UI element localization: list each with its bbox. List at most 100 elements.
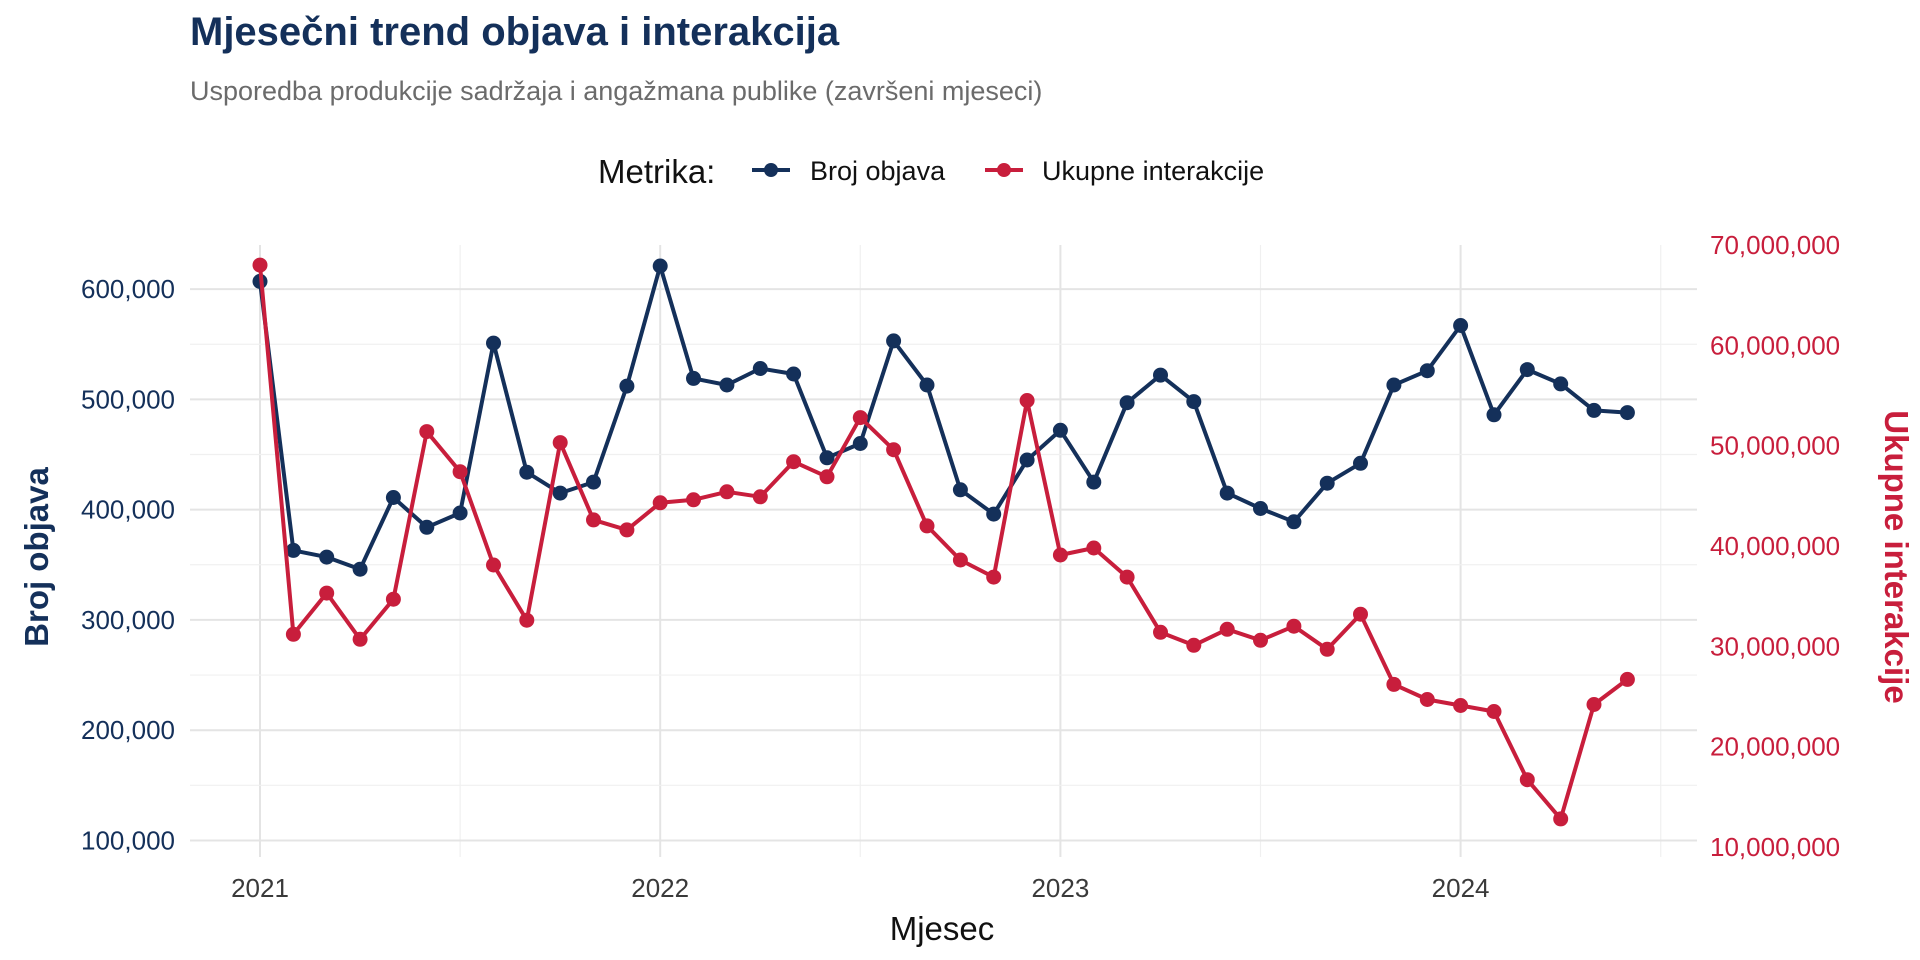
data-point-ukupne-interakcije	[252, 257, 268, 273]
data-point-broj-objava	[1253, 501, 1268, 516]
legend-label-broj-objava: Broj objava	[810, 156, 946, 186]
data-point-ukupne-interakcije	[1119, 569, 1135, 585]
data-point-broj-objava	[819, 450, 835, 466]
data-point-ukupne-interakcije	[952, 552, 968, 568]
data-point-ukupne-interakcije	[852, 410, 868, 426]
x-tick-label: 2022	[631, 873, 689, 903]
y-right-tick-label: 70,000,000	[1710, 230, 1840, 260]
data-point-ukupne-interakcije	[1619, 671, 1635, 687]
data-point-ukupne-interakcije	[1453, 698, 1469, 713]
data-point-broj-objava	[1486, 407, 1502, 423]
legend-marker-broj-objava	[764, 163, 778, 177]
data-point-broj-objava	[1619, 405, 1635, 421]
data-point-broj-objava	[1186, 394, 1202, 410]
y-axis-right-title: Ukupne interakcije	[1878, 410, 1915, 703]
chart-title: Mjesečni trend objava i interakcija	[190, 10, 840, 54]
series-layer	[252, 257, 1635, 827]
data-point-broj-objava	[1119, 395, 1135, 411]
data-point-ukupne-interakcije	[1586, 697, 1602, 712]
data-point-broj-objava	[586, 474, 601, 490]
data-point-ukupne-interakcije	[552, 435, 568, 451]
data-point-broj-objava	[686, 370, 701, 386]
data-point-ukupne-interakcije	[586, 512, 601, 528]
data-point-broj-objava	[1353, 455, 1368, 471]
y-left-tick-label: 500,000	[81, 384, 175, 414]
x-tick-label: 2023	[1031, 873, 1089, 903]
data-point-ukupne-interakcije	[1019, 393, 1035, 408]
data-point-broj-objava	[986, 506, 1002, 522]
data-point-broj-objava	[952, 482, 968, 498]
data-point-ukupne-interakcije	[619, 522, 635, 538]
data-point-broj-objava	[352, 561, 368, 577]
data-point-ukupne-interakcije	[986, 569, 1002, 585]
data-point-ukupne-interakcije	[1086, 540, 1102, 556]
data-point-broj-objava	[285, 542, 301, 558]
data-point-ukupne-interakcije	[1386, 676, 1402, 692]
data-point-broj-objava	[719, 377, 735, 393]
data-point-ukupne-interakcije	[686, 492, 701, 508]
data-point-ukupne-interakcije	[1186, 637, 1202, 653]
y-axis-left-title: Broj objava	[18, 467, 55, 647]
data-point-broj-objava	[1153, 367, 1168, 383]
data-point-ukupne-interakcije	[786, 454, 802, 470]
y-right-tick-label: 60,000,000	[1710, 330, 1840, 360]
data-point-broj-objava	[1052, 422, 1068, 438]
data-point-ukupne-interakcije	[1052, 547, 1068, 563]
data-point-ukupne-interakcije	[385, 591, 401, 607]
data-point-ukupne-interakcije	[919, 518, 935, 534]
data-point-broj-objava	[1519, 362, 1535, 378]
data-point-broj-objava	[1386, 377, 1402, 393]
data-point-broj-objava	[852, 436, 868, 451]
legend: Metrika: Broj objava Ukupne interakcije	[598, 153, 1264, 190]
data-point-ukupne-interakcije	[519, 612, 535, 628]
data-point-broj-objava	[1319, 475, 1335, 491]
x-tick-label: 2021	[231, 873, 289, 903]
axes: 100,000 200,000 300,000 400,000 500,000 600,0…	[81, 230, 1840, 903]
data-point-broj-objava	[652, 258, 668, 274]
data-point-broj-objava	[385, 490, 401, 505]
data-point-ukupne-interakcije	[1553, 811, 1569, 827]
data-point-broj-objava	[752, 361, 768, 376]
data-point-ukupne-interakcije	[1253, 632, 1268, 648]
data-point-ukupne-interakcije	[1519, 772, 1535, 788]
data-point-broj-objava	[519, 464, 535, 480]
data-point-broj-objava	[419, 519, 435, 535]
y-left-tick-label: 300,000	[81, 605, 175, 635]
data-point-ukupne-interakcije	[1219, 621, 1235, 637]
data-point-broj-objava	[319, 549, 335, 565]
legend-label-ukupne-interakcije: Ukupne interakcije	[1042, 156, 1264, 186]
y-right-tick-label: 30,000,000	[1710, 631, 1840, 661]
grid	[190, 245, 1697, 857]
data-point-ukupne-interakcije	[285, 626, 301, 642]
data-point-broj-objava	[886, 333, 902, 349]
x-tick-label: 2024	[1432, 873, 1490, 903]
data-point-ukupne-interakcije	[886, 442, 902, 458]
y-left-tick-label: 400,000	[81, 495, 175, 525]
legend-marker-ukupne-interakcije	[997, 163, 1011, 177]
data-point-broj-objava	[552, 485, 568, 501]
data-point-broj-objava	[1453, 318, 1469, 333]
data-point-ukupne-interakcije	[652, 495, 668, 511]
data-point-broj-objava	[1086, 474, 1102, 490]
data-point-broj-objava	[486, 335, 501, 351]
data-point-broj-objava	[1586, 402, 1602, 418]
data-point-ukupne-interakcije	[452, 464, 468, 480]
data-point-ukupne-interakcije	[486, 557, 501, 573]
series-line-broj-objava	[258, 264, 1628, 572]
data-point-broj-objava	[1419, 363, 1435, 379]
data-point-broj-objava	[1286, 514, 1302, 530]
series-line-ukupne-interakcije	[258, 264, 1629, 821]
data-point-ukupne-interakcije	[352, 631, 368, 647]
data-point-ukupne-interakcije	[719, 484, 735, 500]
data-point-ukupne-interakcije	[1486, 704, 1502, 719]
data-point-ukupne-interakcije	[319, 585, 335, 601]
chart-subtitle: Usporedba produkcije sadržaja i angažman…	[190, 76, 1043, 106]
data-point-broj-objava	[452, 505, 468, 521]
data-point-broj-objava	[919, 377, 935, 393]
data-point-ukupne-interakcije	[752, 489, 768, 505]
data-point-broj-objava	[786, 366, 802, 382]
y-right-tick-label: 20,000,000	[1710, 732, 1840, 762]
data-point-broj-objava	[619, 378, 635, 394]
legend-title: Metrika:	[598, 153, 715, 190]
